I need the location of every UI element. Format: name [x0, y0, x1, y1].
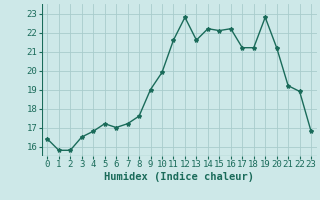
X-axis label: Humidex (Indice chaleur): Humidex (Indice chaleur): [104, 172, 254, 182]
